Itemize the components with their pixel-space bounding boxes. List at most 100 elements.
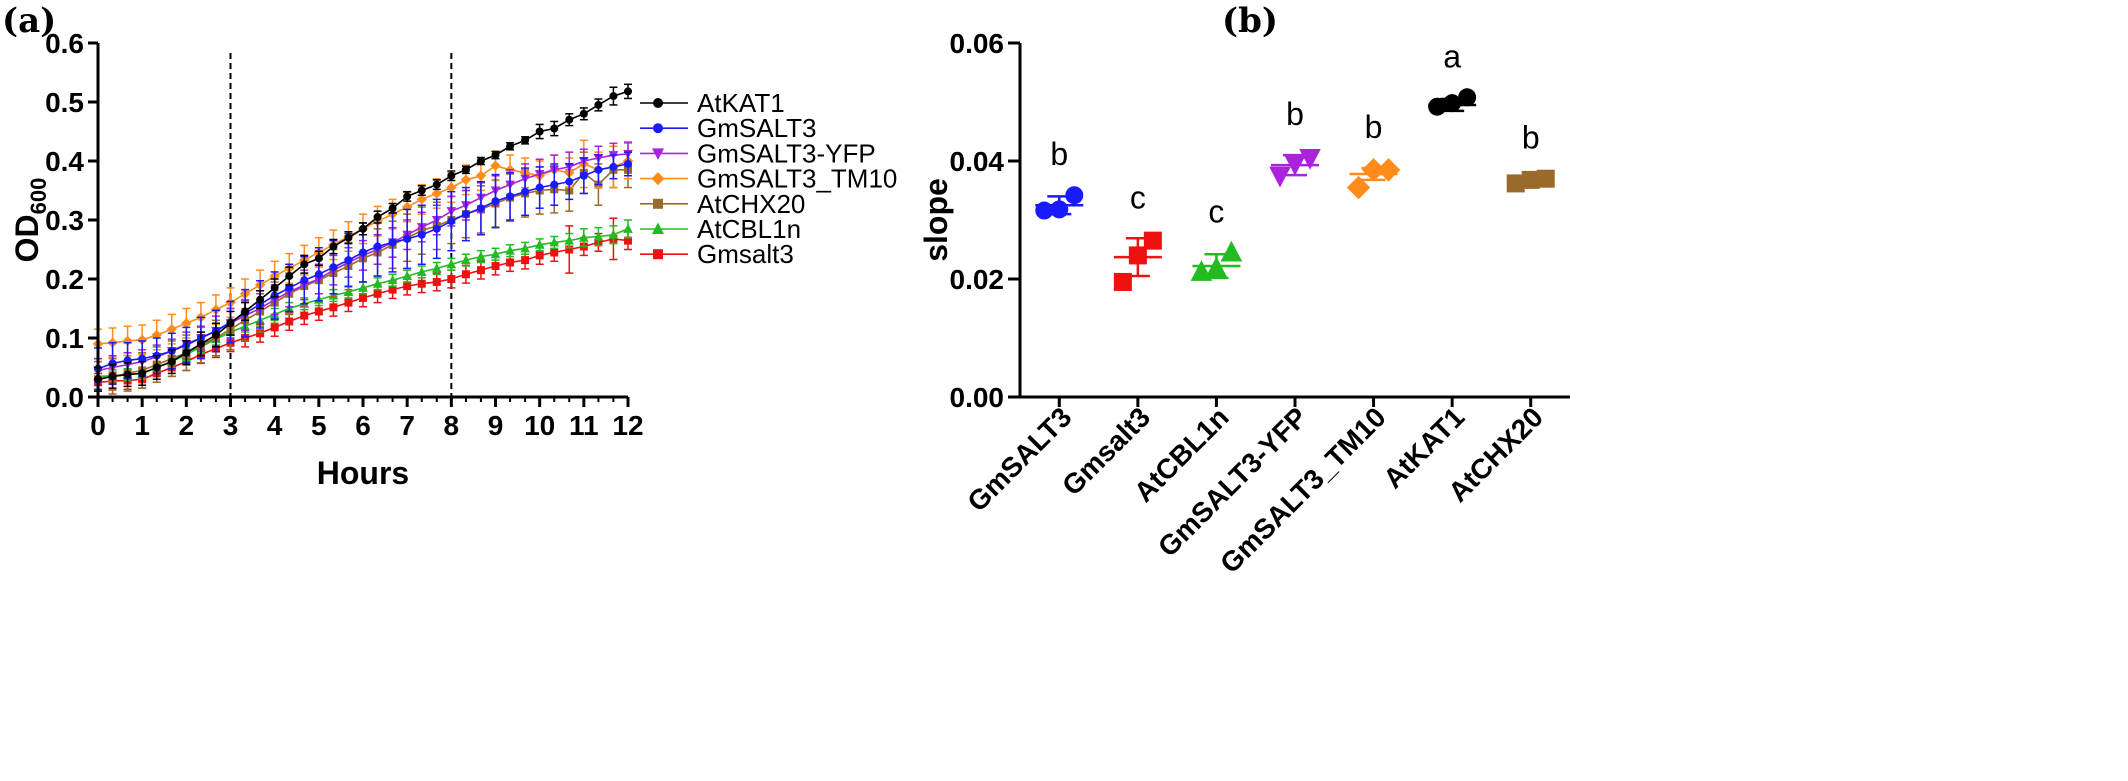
data-point xyxy=(1428,97,1447,116)
data-point xyxy=(1128,246,1147,265)
data-point xyxy=(476,204,485,213)
data-point xyxy=(520,243,530,253)
data-point xyxy=(1065,186,1084,205)
data-point xyxy=(167,357,176,366)
group-gmsalt3: b xyxy=(1035,136,1084,220)
data-point xyxy=(550,248,559,257)
data-point xyxy=(447,275,456,283)
data-point xyxy=(461,165,470,174)
data-point xyxy=(461,270,470,279)
data-point xyxy=(122,335,133,347)
group-gmsalt3: c xyxy=(1113,179,1162,291)
data-point xyxy=(446,259,457,269)
data-point xyxy=(1050,200,1069,219)
data-point xyxy=(432,277,441,286)
data-point xyxy=(182,348,191,357)
group-gmsalt3-yfp: b xyxy=(1269,96,1321,188)
data-point xyxy=(344,256,353,265)
legend-item: GmSALT3-YFP xyxy=(640,138,876,168)
group-atcbl1n: c xyxy=(1190,193,1243,281)
y-tick-label: 0.3 xyxy=(45,205,84,236)
panel-a-label: (a) xyxy=(2,1,56,41)
dot-plot-panel-b: bc cb bab 0.000.020.040.06GmSALT3Gmsalt3At… xyxy=(918,28,1570,579)
data-point xyxy=(285,283,294,292)
data-point xyxy=(506,142,515,151)
data-point xyxy=(1205,256,1228,278)
legend-label: GmSALT3_TM10 xyxy=(697,164,897,194)
data-point xyxy=(535,251,544,260)
data-point xyxy=(166,323,177,335)
legend-marker xyxy=(653,98,663,108)
data-point xyxy=(460,174,472,186)
data-point xyxy=(506,192,515,201)
series-group xyxy=(92,83,634,398)
data-point xyxy=(565,177,574,186)
legend-label: AtCHX20 xyxy=(697,189,805,219)
axes-b: 0.000.020.040.06GmSALT3Gmsalt3AtCBL1nGmS… xyxy=(950,28,1570,579)
x-tick-label: 2 xyxy=(179,410,195,441)
data-point xyxy=(416,194,427,205)
data-point xyxy=(359,224,367,233)
data-point xyxy=(564,235,575,245)
axes-a: 0.00.10.20.30.40.50.60 1 2 3 4 5 6 7 8 9 10 11 12 xyxy=(45,28,644,441)
data-point xyxy=(387,274,398,285)
data-point xyxy=(270,323,279,332)
x-tick-label: 1 xyxy=(134,410,150,441)
data-point xyxy=(123,370,132,379)
legend-item: GmSALT3_TM10 xyxy=(640,164,897,194)
legend-marker xyxy=(652,222,664,234)
data-point xyxy=(136,334,148,345)
data-point xyxy=(256,295,265,304)
y-tick-label: 0.2 xyxy=(45,264,84,295)
data-point xyxy=(549,237,560,247)
significance-letter: a xyxy=(1443,38,1461,74)
y-tick-label: 0.0 xyxy=(45,382,84,413)
data-point xyxy=(403,282,412,291)
legend-item: AtCHX20 xyxy=(640,189,805,219)
data-point xyxy=(1299,149,1321,170)
data-point xyxy=(300,311,309,320)
y-axis-title: OD600 xyxy=(9,178,51,263)
data-point xyxy=(579,171,588,180)
data-point xyxy=(343,286,354,296)
legend-label: GmSALT3 xyxy=(697,113,816,143)
data-point xyxy=(1376,158,1401,182)
data-point xyxy=(565,245,574,254)
data-point xyxy=(373,213,382,222)
data-point xyxy=(388,285,397,294)
legend-marker xyxy=(653,249,663,260)
data-point xyxy=(138,369,147,378)
data-point xyxy=(1284,154,1306,176)
legend-item: GmSALT3 xyxy=(640,113,816,143)
legend-label: AtKAT1 xyxy=(697,88,785,118)
data-point xyxy=(1506,174,1525,193)
data-point xyxy=(1269,166,1291,188)
y-tick-label: 0.02 xyxy=(950,264,1005,295)
significance-letter: b xyxy=(1365,109,1383,145)
data-point xyxy=(373,289,382,298)
data-point xyxy=(300,260,309,269)
data-point xyxy=(373,242,382,251)
y-axis-title-b: slope xyxy=(918,178,954,262)
data-point xyxy=(432,224,441,233)
data-point xyxy=(491,262,500,271)
data-point xyxy=(461,254,471,265)
y-tick-label: 0.06 xyxy=(950,28,1005,59)
data-point xyxy=(594,165,603,174)
data-point xyxy=(403,234,412,243)
data-point xyxy=(506,258,515,267)
data-point xyxy=(1361,158,1386,182)
x-tick-label: 8 xyxy=(444,410,460,441)
legend-item: Gmsalt3 xyxy=(640,239,794,269)
significance-letter: c xyxy=(1208,193,1224,229)
points-group: b c c b b a b xyxy=(1035,38,1555,291)
data-point xyxy=(1458,88,1477,107)
data-point xyxy=(314,254,323,263)
data-point xyxy=(624,87,632,96)
data-point xyxy=(624,159,632,168)
data-point xyxy=(108,359,117,368)
data-point xyxy=(285,317,294,326)
data-point xyxy=(609,92,618,101)
data-point xyxy=(402,270,412,281)
